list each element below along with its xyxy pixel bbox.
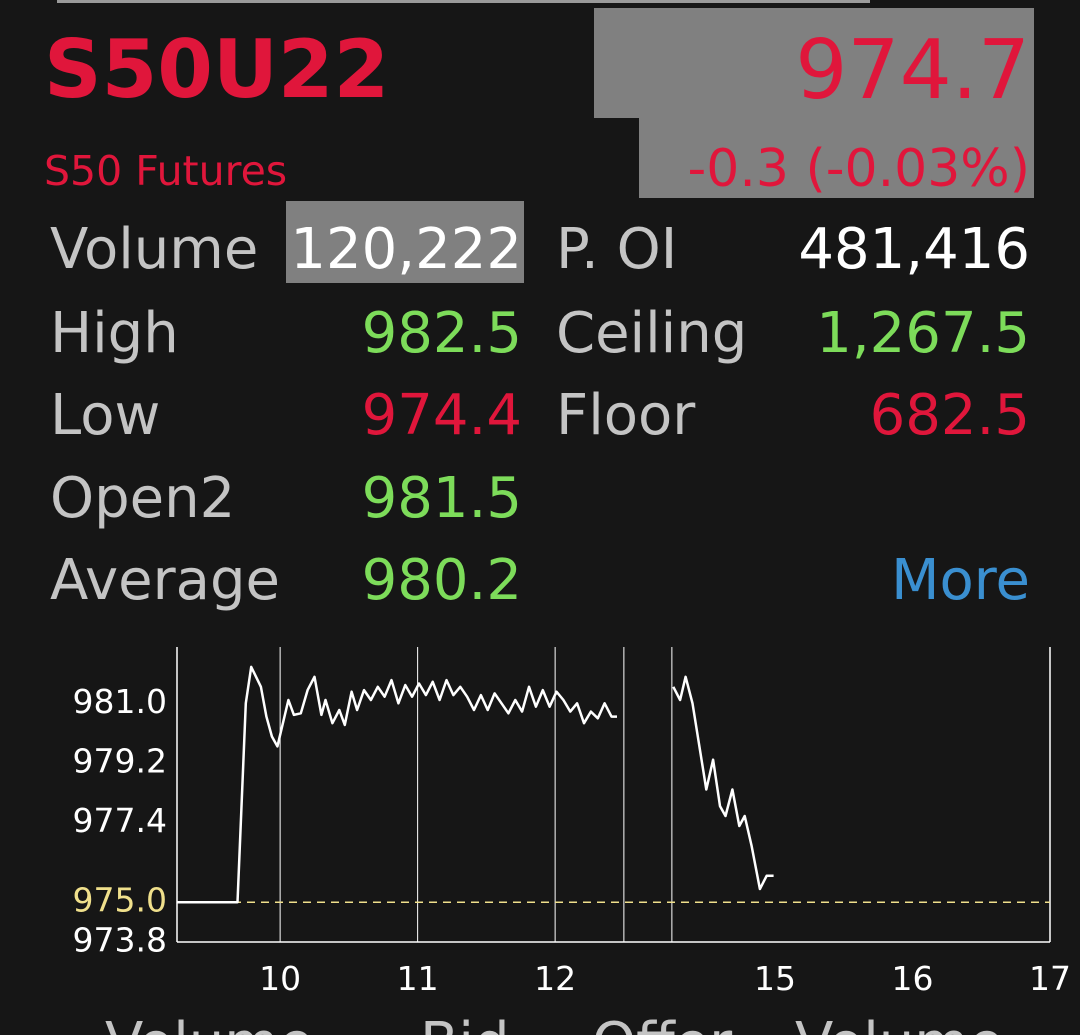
stat-label: Open2 xyxy=(50,466,235,531)
y-tick-label: 981.0 xyxy=(73,682,167,721)
stat-value: 120,222 xyxy=(290,217,522,282)
stat-label: P. OI xyxy=(556,217,677,282)
y-tick-label: 979.2 xyxy=(73,742,167,781)
symbol: S50U22 xyxy=(44,23,389,116)
stat-value: 974.4 xyxy=(362,383,522,448)
more-link[interactable]: More xyxy=(891,548,1030,613)
y-tick-label: 977.4 xyxy=(73,801,167,840)
volume-flash xyxy=(286,201,524,283)
stat-label: Average xyxy=(50,548,280,613)
x-tick-label: 10 xyxy=(259,959,301,998)
stat-label: High xyxy=(50,301,179,366)
x-tick-label: 16 xyxy=(892,959,934,998)
last-price: 974.7 xyxy=(795,23,1030,118)
stat-label: Floor xyxy=(556,383,696,448)
x-tick-label: 11 xyxy=(397,959,439,998)
stat-value: 682.5 xyxy=(870,383,1030,448)
stat-value: 980.2 xyxy=(362,548,522,613)
x-tick-label: 12 xyxy=(534,959,576,998)
footer-tab[interactable]: Volume xyxy=(105,1011,313,1035)
change-flash xyxy=(639,117,1034,198)
stat-value: 481,416 xyxy=(798,217,1030,282)
price-change: -0.3 (-0.03%) xyxy=(687,139,1030,199)
x-tick-label: 17 xyxy=(1029,959,1071,998)
stat-label: Volume xyxy=(50,217,258,282)
instrument-name: S50 Futures xyxy=(44,147,287,195)
stat-value: 1,267.5 xyxy=(816,301,1030,366)
stat-label: Ceiling xyxy=(556,301,747,366)
price-flash xyxy=(594,8,1034,118)
stat-value: 981.5 xyxy=(362,466,522,531)
footer-tab[interactable]: Volume xyxy=(795,1011,1003,1035)
stat-value: 982.5 xyxy=(362,301,522,366)
footer-tab[interactable]: Bid xyxy=(420,1011,510,1035)
footer-tab[interactable]: Offer xyxy=(592,1011,733,1035)
price-line xyxy=(177,665,774,904)
y-tick-label: 973.8 xyxy=(73,921,167,960)
scroll-edge xyxy=(57,0,870,3)
stat-label: Low xyxy=(50,383,160,448)
x-tick-label: 15 xyxy=(754,959,796,998)
y-tick-label: 975.0 xyxy=(73,881,167,920)
